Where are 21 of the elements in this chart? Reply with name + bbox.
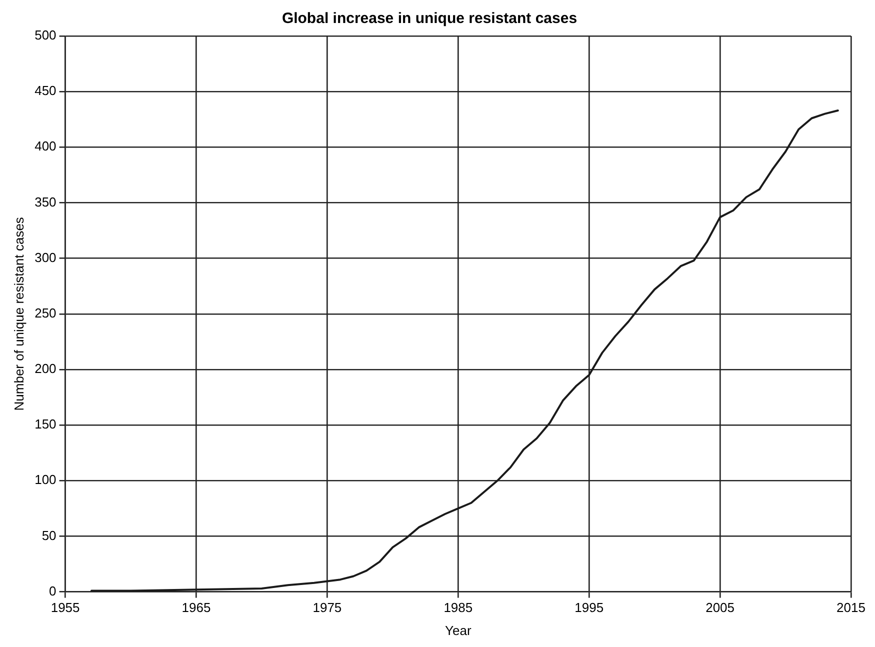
y-axis-title: Number of unique resistant cases [11, 216, 26, 411]
chart-title: Global increase in unique resistant cases [282, 10, 578, 28]
y-tick-label: 400 [34, 138, 56, 154]
x-tick-label: 2015 [836, 600, 866, 616]
y-tick-label: 0 [49, 583, 56, 598]
x-tick-label: 2005 [706, 600, 735, 616]
x-tick-label: 1975 [312, 600, 342, 616]
y-tick-label: 450 [34, 83, 56, 98]
x-tick-label: 1965 [182, 600, 211, 616]
y-tick-label: 350 [34, 194, 56, 210]
y-tick-label: 100 [34, 472, 56, 488]
y-tick-label: 300 [34, 250, 56, 265]
x-tick-label: 1955 [50, 600, 80, 616]
y-tick-label: 50 [42, 528, 56, 543]
y-tick-label: 500 [34, 28, 56, 43]
x-tick-label: 1985 [444, 600, 473, 616]
y-tick-label: 150 [34, 416, 56, 432]
y-tick-label: 200 [34, 361, 56, 376]
x-axis-title: Year [445, 622, 472, 638]
y-tick-label: 250 [34, 305, 56, 320]
x-tick-label: 1995 [574, 600, 604, 616]
